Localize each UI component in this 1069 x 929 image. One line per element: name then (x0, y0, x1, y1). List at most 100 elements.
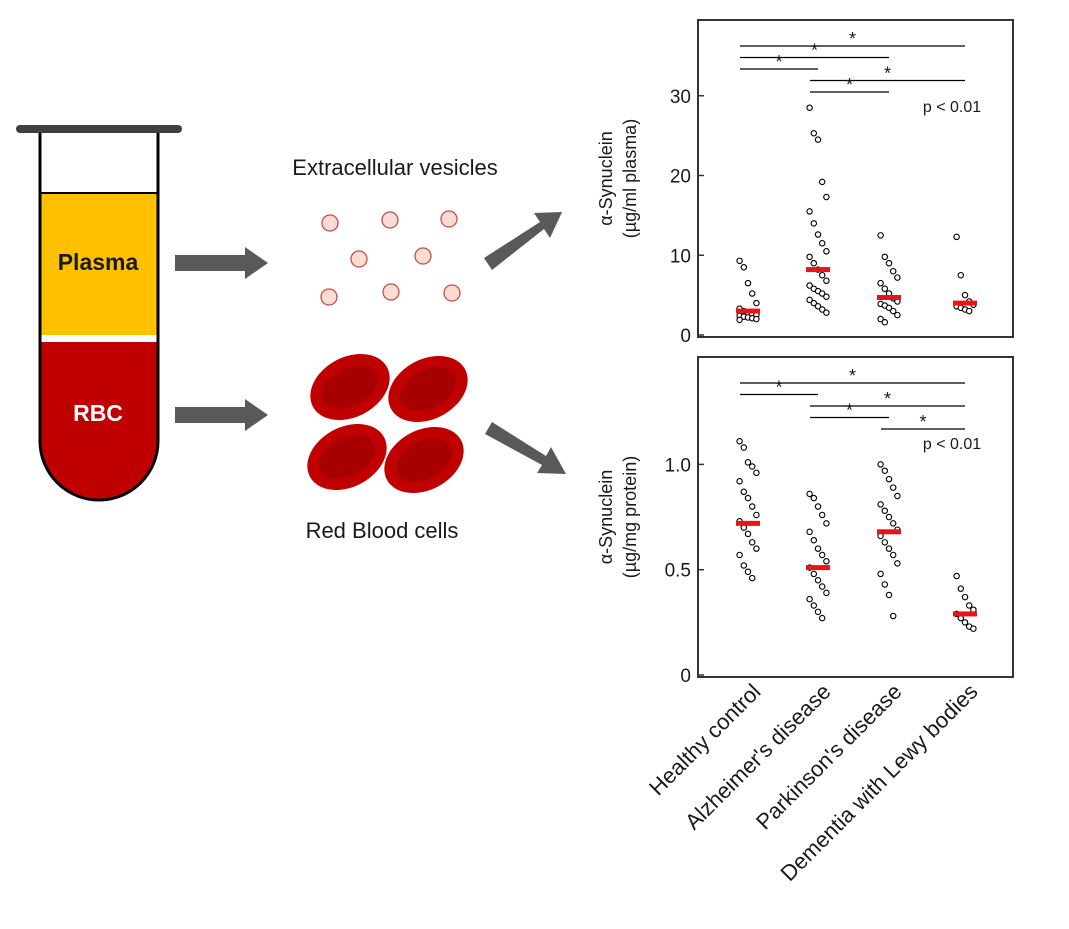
significance-label: * (775, 52, 782, 72)
y-tick-label: 1.0 (665, 455, 691, 476)
data-point (965, 307, 973, 315)
data-point (744, 459, 752, 466)
data-point (818, 178, 826, 186)
data-point (961, 593, 969, 601)
vesicle (440, 210, 458, 228)
data-point (889, 551, 897, 559)
data-point (810, 494, 818, 502)
data-point (881, 507, 889, 514)
data-point (806, 528, 813, 536)
data-point (953, 233, 960, 241)
data-point (881, 467, 889, 474)
plot-frame (697, 19, 1014, 338)
data-point (823, 193, 830, 201)
data-point (740, 488, 748, 496)
arrow (175, 399, 268, 431)
tube-plasma (40, 193, 158, 335)
data-point (823, 248, 830, 255)
red-cell (310, 353, 390, 421)
p-value-annotation: p < 0.01 (923, 436, 981, 453)
significance-label: * (849, 366, 856, 386)
data-point (889, 307, 897, 315)
red-cells (307, 353, 468, 494)
red-cell (388, 355, 468, 423)
data-point (818, 614, 826, 622)
arrow (485, 422, 566, 474)
vesicle (350, 250, 368, 268)
data-point (748, 503, 756, 510)
data-point (877, 501, 884, 508)
data-point (889, 484, 897, 491)
vesicle (443, 284, 461, 302)
data-point (818, 290, 826, 297)
data-point (736, 437, 743, 445)
data-point (736, 478, 743, 485)
significance-label: * (849, 29, 856, 49)
data-point (881, 539, 889, 546)
tube-top-white (40, 133, 158, 193)
data-point (740, 444, 748, 451)
arrow (484, 212, 562, 270)
y-tick-label: 0.5 (665, 561, 691, 582)
data-point (881, 285, 889, 292)
data-point (806, 296, 813, 304)
data-point (818, 511, 826, 519)
data-point (877, 232, 884, 239)
data-point (810, 220, 818, 227)
y-axis-label: (µg/mg protein) (620, 456, 640, 578)
data-point (889, 520, 897, 527)
data-point (885, 259, 893, 267)
data-point (736, 316, 743, 324)
data-point (961, 619, 969, 626)
vesicle (414, 247, 432, 265)
data-point (970, 625, 977, 632)
data-point (889, 267, 897, 275)
data-point (957, 585, 965, 592)
data-point (877, 315, 884, 323)
data-point (889, 612, 897, 620)
data-point (814, 136, 822, 143)
significance-label: * (919, 412, 926, 432)
data-point (810, 570, 818, 578)
data-point (753, 299, 760, 307)
data-point (740, 263, 748, 271)
data-point (753, 315, 760, 323)
data-point (953, 572, 960, 580)
vesicle (320, 288, 338, 306)
data-point (881, 318, 889, 326)
y-tick-label: 0 (680, 326, 691, 347)
vesicles (320, 210, 461, 306)
median-bar (736, 520, 760, 526)
plasma-label: Plasma (58, 249, 139, 275)
strip-chart: 0 0.5 1.0 α-Synuclein (µg/mg protein) * * * * * p … (596, 356, 1014, 886)
strip-chart: 0 10 20 30 α-Synuclein (µg/ml plasma) * * * * * p <… (596, 19, 1014, 347)
data-point (894, 492, 901, 500)
data-point (823, 309, 830, 316)
data-point (810, 129, 818, 137)
data-point (877, 461, 884, 468)
vesicles-label: Extracellular vesicles (292, 155, 497, 180)
data-point (818, 240, 826, 247)
data-point (744, 568, 752, 576)
rbc-tube-label: RBC (73, 400, 123, 426)
data-point (806, 104, 813, 111)
data-point (961, 291, 969, 299)
data-point (885, 545, 893, 552)
tube-outline (38, 133, 160, 502)
data-point (810, 299, 818, 307)
rbc-label: Red Blood cells (306, 518, 459, 543)
data-point (736, 257, 743, 265)
red-cell (307, 423, 387, 491)
data-point (823, 277, 830, 285)
significance-label: * (775, 378, 782, 398)
y-axis-label: α-Synuclein (596, 470, 616, 564)
median-bar (806, 267, 830, 273)
data-point (806, 595, 813, 603)
median-bar (953, 300, 977, 306)
data-point (810, 602, 818, 609)
data-point (806, 282, 813, 289)
vesicle (321, 214, 339, 232)
data-point (753, 545, 760, 552)
y-tick-label: 20 (670, 167, 691, 188)
median-bar (806, 565, 830, 571)
